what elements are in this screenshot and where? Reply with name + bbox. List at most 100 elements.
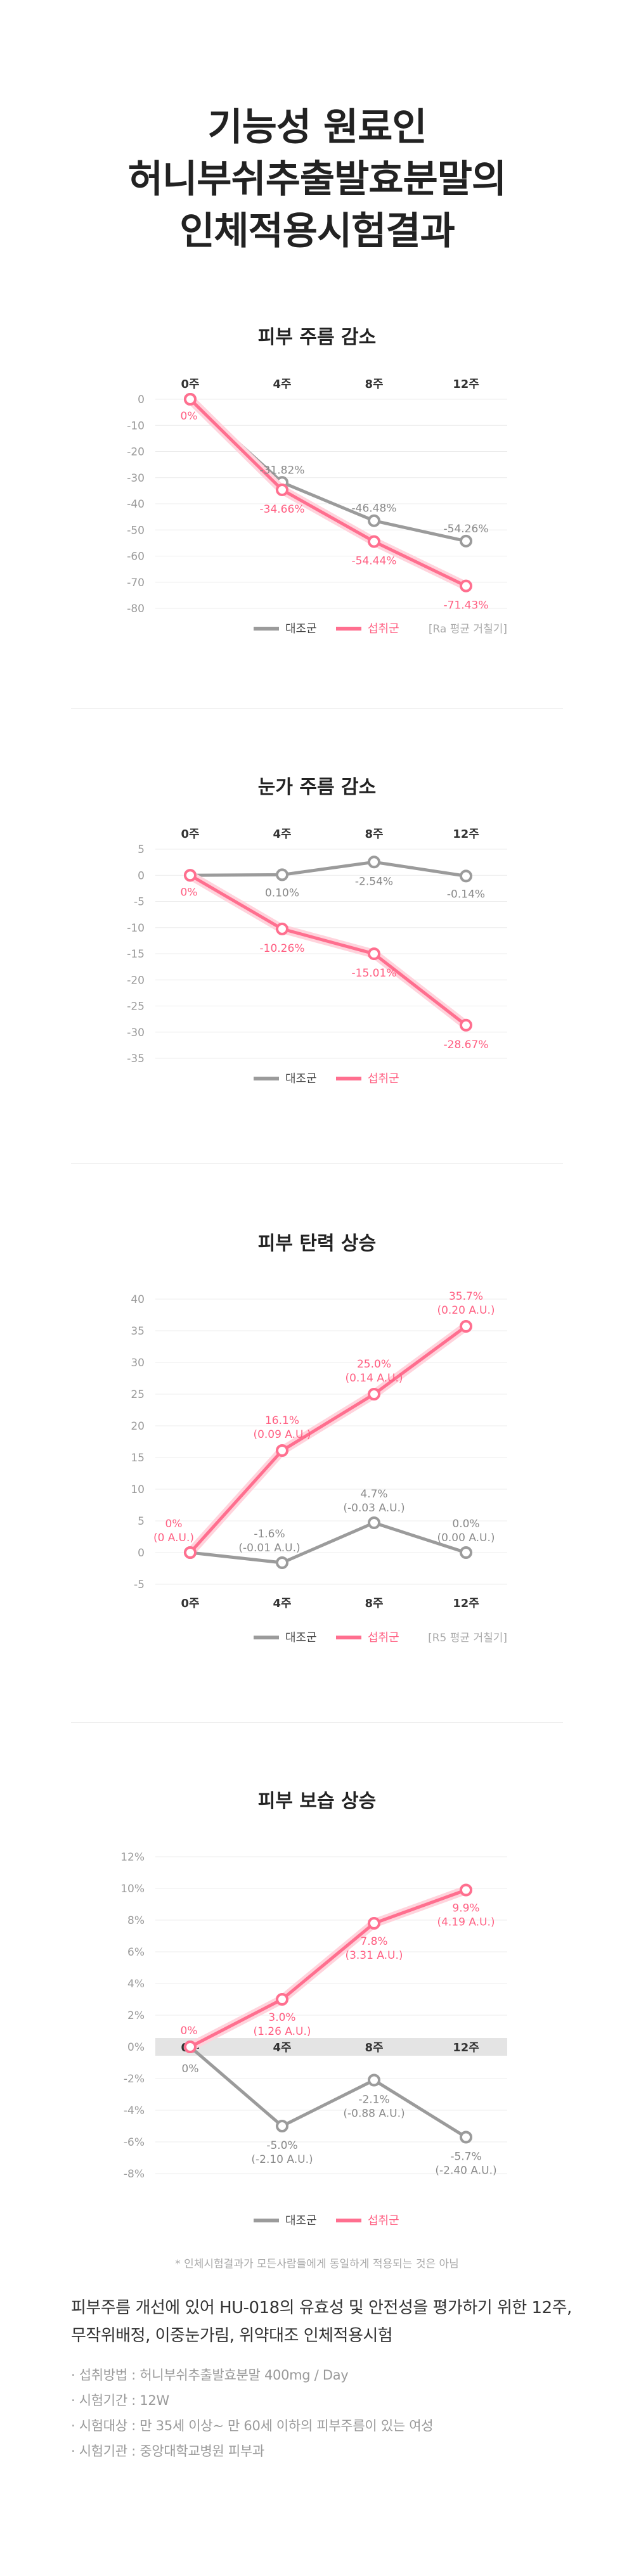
data-label-control: -5.0% xyxy=(266,2139,297,2152)
page-title: 기능성 원료인 허니부쉬추출발효분말의 인체적용시험결과 xyxy=(0,101,634,257)
data-label-treatment: (0.20 A.U.) xyxy=(437,1304,495,1317)
study-summary: 피부주름 개선에 있어 HU-018의 유효성 및 안전성을 평가하기 위한 1… xyxy=(71,2294,578,2350)
series-line-control xyxy=(188,1521,468,1565)
series-line-treatment xyxy=(188,1324,468,1554)
data-label-treatment: (1.26 A.U.) xyxy=(253,2025,311,2038)
divider xyxy=(71,1722,563,1723)
data-label-control: 0.10% xyxy=(265,887,299,899)
disclaimer: * 인체시험결과가 모든사람들에게 동일하게 적용되는 것은 아님 xyxy=(175,2258,459,2271)
title-line-3: 인체적용시험결과 xyxy=(179,209,455,253)
title-line-1: 기능성 원료인 xyxy=(207,105,427,150)
data-point-treatment xyxy=(368,1917,380,1930)
y-tick-label: 6% xyxy=(127,1946,145,1959)
chart-svg: 피부 주름 감소 0 -10 -20 -30 -40 -50 -60 -70 -80 0주 4주 8주 1… xyxy=(127,326,507,636)
y-tick-label: 2% xyxy=(127,2009,145,2022)
y-tick-label: -20 xyxy=(127,974,145,987)
study-detail-item: 섭취방법 : 허니부쉬추출발효분말 400mg / Day xyxy=(71,2362,578,2388)
chart-svg: 눈가 주름 감소 5 0 -5 -10 -15 -20 -25 -30 -35 0주 4주 8주 12주 0… xyxy=(127,776,507,1086)
data-label-control: 0.0% xyxy=(452,1518,479,1530)
data-point-treatment xyxy=(368,1388,380,1400)
data-label-control: 0% xyxy=(182,2063,199,2075)
title-line-2: 허니부쉬추출발효분말의 xyxy=(127,157,507,202)
study-summary-line-2: 무작위배정, 이중눈가림, 위약대조 인체적용시험 xyxy=(71,2326,393,2345)
y-tick-label: -30 xyxy=(127,472,145,485)
x-tick-label: 12주 xyxy=(453,828,479,841)
y-tick-label: -15 xyxy=(127,948,145,961)
data-point-treatment xyxy=(460,1883,472,1897)
y-tick-label: -2% xyxy=(124,2073,145,2086)
y-tick-label: -8% xyxy=(124,2168,145,2181)
chart-elasticity: 피부 탄력 상승 40 35 30 25 20 15 10 5 0 -5 0주 4주 8주 12주 -1.6%… xyxy=(0,1223,634,1667)
y-tick-label: 4% xyxy=(127,1978,145,1990)
chart-title: 피부 주름 감소 xyxy=(258,326,377,349)
legend-label-treatment: 섭취군 xyxy=(368,2214,399,2227)
data-point-treatment xyxy=(276,1993,288,2006)
data-label-control: -54.26% xyxy=(444,523,489,535)
data-label-treatment: -15.01% xyxy=(352,967,397,980)
data-label-treatment: 9.9% xyxy=(452,1902,479,1915)
data-label-treatment: 0% xyxy=(181,2025,198,2037)
x-tick-label: 8주 xyxy=(365,1597,383,1610)
data-label-treatment: -10.26% xyxy=(260,942,305,955)
study-detail-item: 시험기간 : 12W xyxy=(71,2388,578,2413)
chart-svg: 피부 보습 상승12%10%8%6%4%2%0%-2%-4%-6%-8%0주4주… xyxy=(120,1790,507,2227)
y-tick-label: 0 xyxy=(138,1547,145,1560)
data-label-control: 4.7% xyxy=(360,1488,387,1501)
data-point-control xyxy=(460,869,472,883)
data-point-treatment xyxy=(184,869,197,882)
study-details: 섭취방법 : 허니부쉬추출발효분말 400mg / Day 시험기간 : 12W… xyxy=(71,2362,578,2464)
chart-note: [R5 평균 거칠기] xyxy=(428,1632,507,1644)
y-tick-label: -10 xyxy=(127,922,145,935)
data-label-control: (-2.40 A.U.) xyxy=(435,2165,496,2177)
data-label-control: -46.48% xyxy=(352,503,397,515)
y-tick-label: 20 xyxy=(131,1420,145,1433)
y-tick-label: -6% xyxy=(124,2136,145,2149)
y-tick-label: -20 xyxy=(127,446,145,459)
series-line-treatment xyxy=(188,397,468,588)
legend-label-treatment: 섭취군 xyxy=(368,1631,399,1644)
data-point-control xyxy=(276,1556,288,1569)
data-point-control xyxy=(276,868,288,881)
y-tick-label: 35 xyxy=(131,1325,145,1338)
y-tick-label: -35 xyxy=(127,1053,145,1065)
y-tick-label: 5 xyxy=(138,1515,145,1528)
y-tick-label: 5 xyxy=(138,843,145,856)
data-label-treatment: (0.14 A.U.) xyxy=(345,1372,403,1385)
chart-wrinkle: 피부 주름 감소 0 -10 -20 -30 -40 -50 -60 -70 -80 0주 4주 8주 1… xyxy=(0,317,634,672)
data-label-treatment: 35.7% xyxy=(449,1290,483,1303)
series-glow-treatment xyxy=(186,395,470,591)
data-label-treatment: -28.67% xyxy=(444,1039,489,1051)
y-tick-label: 25 xyxy=(131,1388,145,1401)
y-tick-label: 0 xyxy=(138,394,145,406)
data-label-treatment: -34.66% xyxy=(260,503,305,516)
data-point-treatment xyxy=(460,579,472,593)
y-tick-label: -40 xyxy=(127,498,145,511)
data-label-treatment: 3.0% xyxy=(268,2011,295,2024)
series-glow-treatment xyxy=(186,1885,470,2051)
data-label-treatment: 0% xyxy=(181,886,198,899)
data-point-control xyxy=(368,1516,380,1529)
series-glow-treatment xyxy=(186,1322,470,1557)
chart-note: [Ra 평균 거칠기] xyxy=(429,623,507,636)
y-tick-label: 40 xyxy=(131,1293,145,1306)
data-label-treatment: 0% xyxy=(181,410,198,423)
x-tick-label: 4주 xyxy=(273,1597,291,1610)
x-tick-label: 12주 xyxy=(453,2041,479,2054)
data-point-treatment xyxy=(460,1320,472,1333)
data-label-control: -2.54% xyxy=(355,875,393,888)
divider xyxy=(71,1163,563,1164)
legend-label-control: 대조군 xyxy=(285,1631,317,1644)
data-label-control: (-0.01 A.U.) xyxy=(238,1542,300,1554)
data-label-control: -5.7% xyxy=(450,2151,481,2163)
y-tick-label: 30 xyxy=(131,1357,145,1369)
data-label-control: (0.00 A.U.) xyxy=(437,1532,495,1544)
data-label-treatment: (0 A.U.) xyxy=(153,1532,194,1544)
data-point-control xyxy=(368,514,380,527)
x-tick-label: 8주 xyxy=(365,2041,383,2054)
y-tick-label: -4% xyxy=(124,2105,145,2117)
y-tick-label: -80 xyxy=(127,603,145,615)
study-info: 피부주름 개선에 있어 HU-018의 유효성 및 안전성을 평가하기 위한 1… xyxy=(71,2294,578,2464)
study-detail-item: 시험기관 : 중앙대학교병원 피부과 xyxy=(71,2438,578,2464)
y-tick-label: -60 xyxy=(127,551,145,563)
data-point-treatment xyxy=(276,1444,288,1457)
